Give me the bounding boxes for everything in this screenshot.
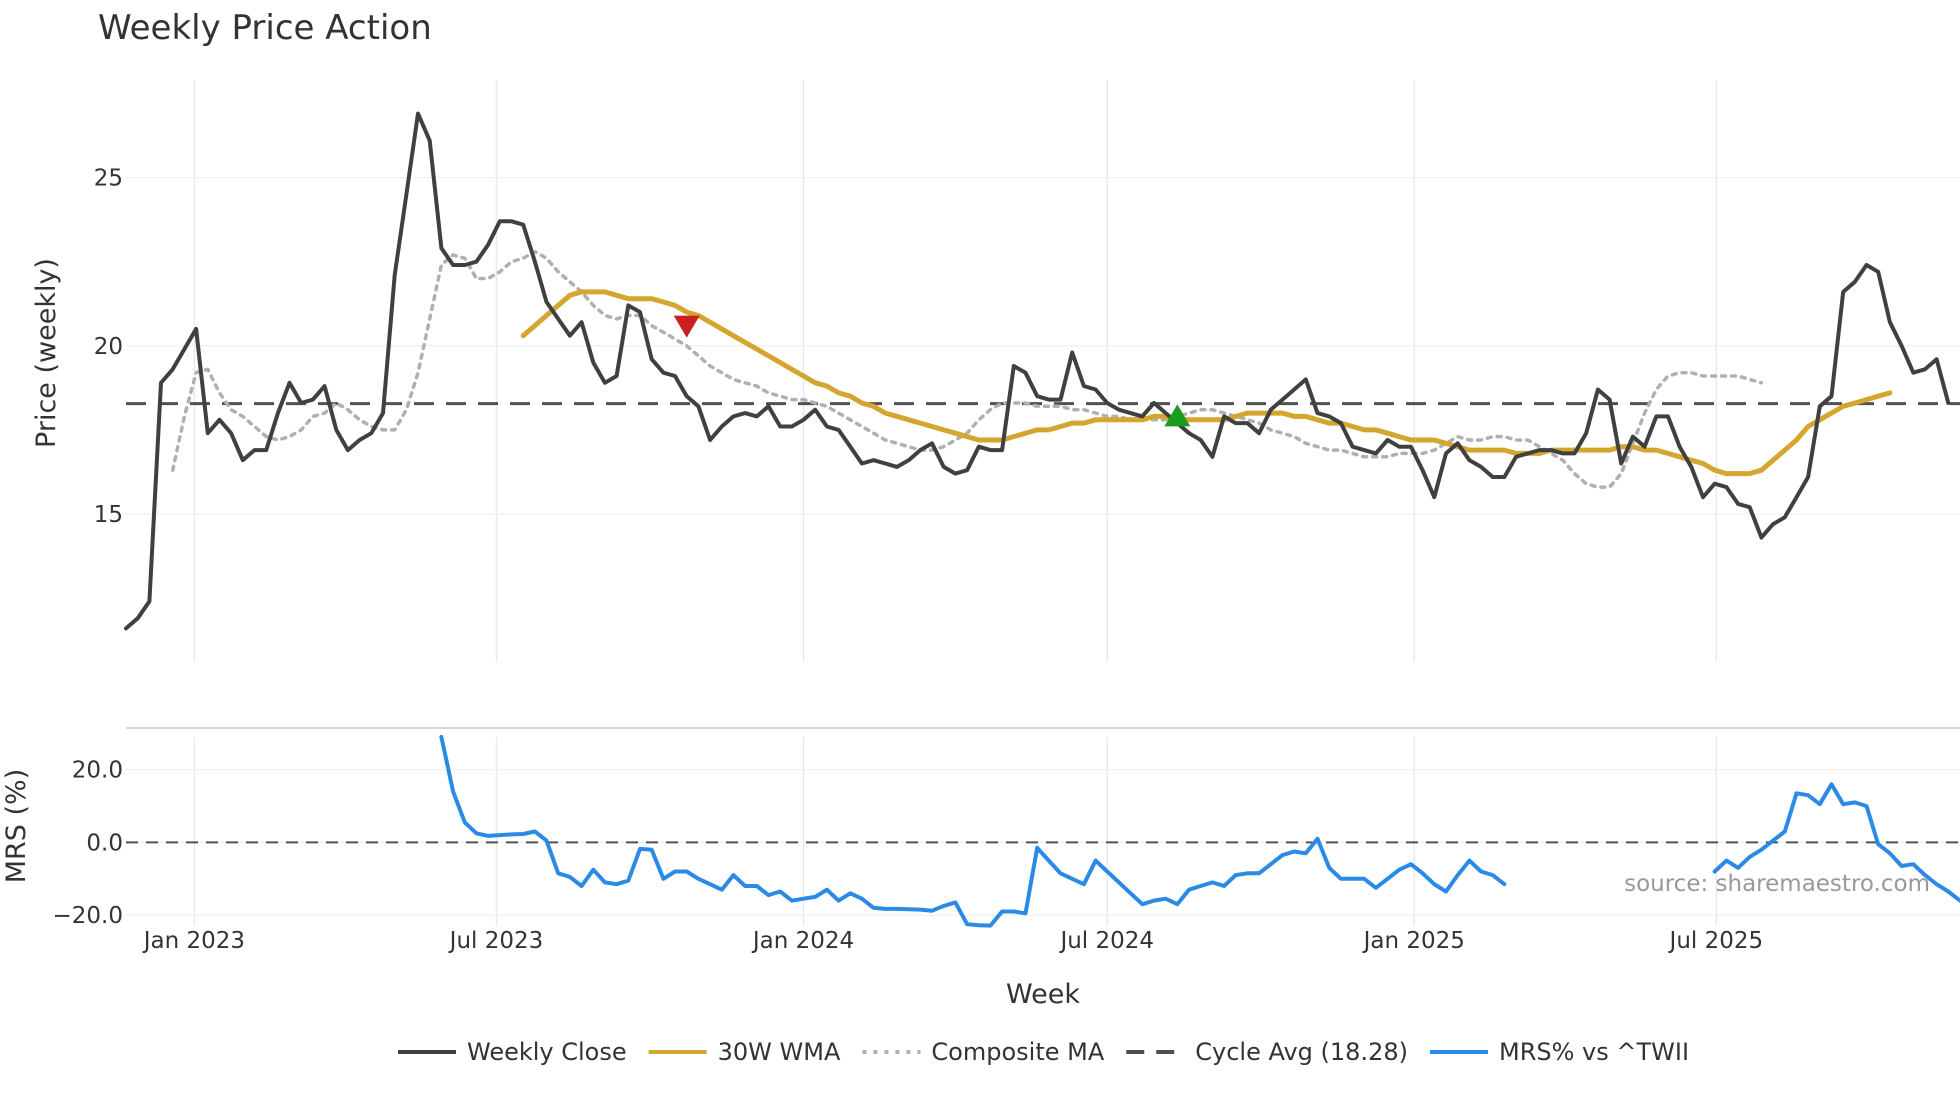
30w-wma-line [520,289,1893,477]
composite-ma-line [170,249,1764,489]
mrs-panel-gridlines [126,737,1960,926]
mrs-y-ticks: 20.0 0.0 −20.0 [53,758,123,929]
x-tick-label: Jul 2024 [1058,928,1154,954]
mrs-line-segment [439,735,1507,928]
legend-item-mrs-vs-twii: MRS% vs ^TWII [1429,1038,1689,1066]
legend-label: MRS% vs ^TWII [1499,1038,1689,1066]
price-y-tick-label: 25 [94,166,123,192]
x-tick-label: Jul 2025 [1668,928,1764,954]
legend-item-30w-wma: 30W WMA [648,1038,841,1066]
sell-signal-marker [673,315,700,338]
signal-markers [673,315,1191,427]
chart-title: Weekly Price Action [98,8,432,48]
weekly-close-line [124,111,1951,631]
price-y-ticks: 15 20 25 [94,166,123,528]
legend-item-weekly-close: Weekly Close [398,1038,627,1066]
mrs-line-segment [1712,782,1960,903]
mrs-y-tick-label: −20.0 [53,903,123,929]
x-tick-label: Jan 2025 [1362,928,1465,954]
buy-signal-marker [1164,404,1191,427]
x-axis-title: Week [1006,979,1080,1010]
legend-label: 30W WMA [718,1038,841,1066]
legend-item-composite-ma: Composite MA [862,1038,1105,1066]
mrs-series-group [439,735,1960,928]
price-y-tick-label: 20 [94,334,123,360]
price-panel-gridlines [126,80,1960,662]
legend-label: Weekly Close [467,1038,627,1066]
x-tick-label: Jan 2024 [751,928,854,954]
legend-item-cycle-avg-18-28: Cycle Avg (18.28) [1126,1038,1408,1066]
mrs-y-tick-label: 0.0 [86,830,123,856]
legend-label: Composite MA [931,1038,1104,1066]
chart-legend: Weekly Close 30W WMA Composite MA Cycle Avg… [398,1038,1689,1066]
price-series-group [124,111,1951,631]
price-y-tick-label: 15 [94,502,123,528]
x-tick-label: Jan 2023 [142,928,245,954]
x-tick-label: Jul 2023 [448,928,544,954]
price-y-axis-title: Price (weekly) [31,258,62,448]
mrs-y-tick-label: 20.0 [72,758,123,784]
legend-label: Cycle Avg (18.28) [1195,1038,1408,1066]
x-axis-ticks: Jan 2023 Jul 2023 Jan 2024 Jul 2024 Jan 2025… [142,928,1763,954]
source-credit: source: sharemaestro.com [1624,871,1930,897]
mrs-y-axis-title: MRS (%) [1,769,32,884]
